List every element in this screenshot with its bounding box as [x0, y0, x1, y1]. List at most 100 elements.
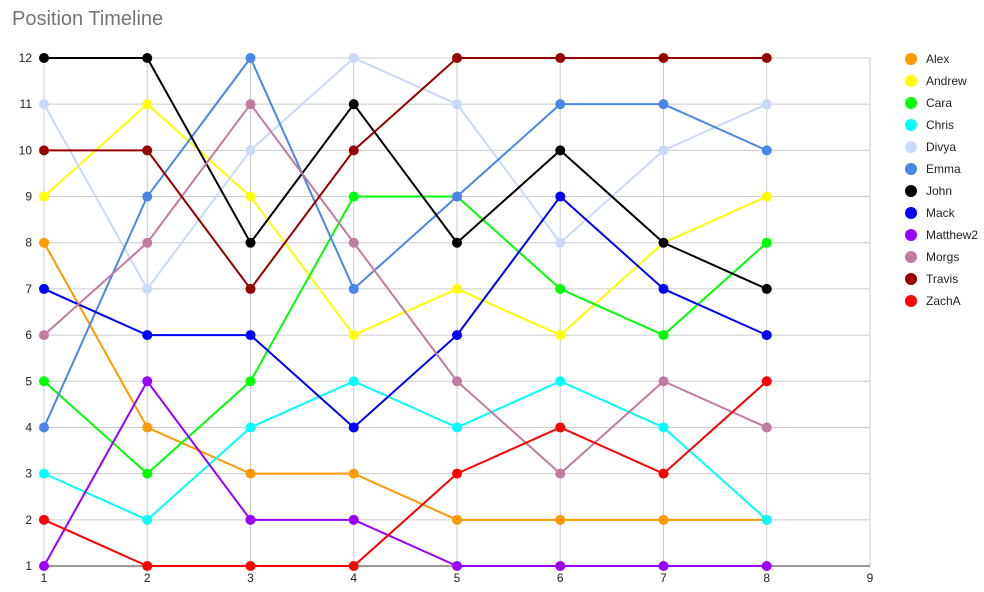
data-point-matthew2 — [348, 514, 359, 525]
data-point-mack — [142, 330, 153, 341]
data-point-travis — [452, 53, 462, 63]
x-tick-label: 9 — [867, 571, 874, 585]
series-line-divya — [43, 57, 768, 290]
series-line-john — [44, 57, 768, 290]
x-tick-label: 5 — [454, 571, 461, 585]
series-line-alex — [43, 242, 767, 521]
legend-marker-cara[interactable] — [905, 97, 917, 109]
data-point-chris — [452, 422, 462, 433]
data-point-mack — [761, 330, 772, 341]
series-line-travis — [44, 57, 767, 290]
data-point-divya — [452, 99, 462, 110]
legend-label-travis[interactable]: Travis — [926, 272, 958, 286]
data-point-matthew2 — [245, 514, 256, 525]
legend-label-chris[interactable]: Chris — [926, 118, 954, 132]
legend-marker-emma[interactable] — [905, 163, 917, 175]
series-line-zacha — [43, 380, 768, 567]
legend-marker-matthew2[interactable] — [905, 229, 917, 241]
legend-marker-travis[interactable] — [905, 273, 917, 285]
data-point-matthew2 — [39, 561, 49, 571]
data-point-divya — [245, 145, 256, 156]
data-point-travis — [658, 53, 669, 63]
data-point-travis — [39, 145, 49, 156]
x-tick-label: 7 — [660, 571, 667, 585]
data-point-john — [142, 53, 153, 63]
data-point-emma — [245, 53, 256, 63]
data-point-morgs — [348, 237, 359, 248]
data-point-chris — [555, 376, 566, 387]
legend-marker-chris[interactable] — [905, 119, 917, 131]
data-point-matthew2 — [658, 561, 669, 571]
data-point-mack — [348, 422, 359, 433]
x-tick-label: 2 — [144, 571, 151, 585]
data-point-andrew — [452, 283, 462, 294]
legend-label-alex[interactable]: Alex — [926, 52, 949, 66]
data-point-zacha — [142, 561, 153, 571]
data-point-morgs — [245, 99, 256, 110]
legend-marker-mack[interactable] — [905, 207, 917, 219]
data-point-andrew — [39, 191, 49, 202]
data-point-zacha — [452, 468, 462, 479]
data-point-divya — [142, 283, 153, 294]
legend-label-andrew[interactable]: Andrew — [926, 74, 967, 88]
data-point-andrew — [245, 191, 256, 202]
data-point-cara — [658, 330, 669, 341]
data-point-divya — [348, 53, 359, 63]
legend-marker-divya[interactable] — [905, 141, 917, 153]
data-point-matthew2 — [761, 561, 772, 571]
data-point-alex — [452, 514, 462, 525]
legend-label-matthew2[interactable]: Matthew2 — [926, 228, 978, 242]
series-line-morgs — [43, 103, 768, 475]
data-point-chris — [245, 422, 256, 433]
y-tick-label: 3 — [25, 467, 32, 481]
data-point-zacha — [348, 561, 359, 571]
data-point-zacha — [761, 376, 772, 387]
data-point-chris — [658, 422, 669, 433]
data-point-cara — [245, 376, 256, 387]
data-point-cara — [39, 376, 49, 387]
x-tick-label: 6 — [557, 571, 564, 585]
series-line-chris — [43, 380, 768, 521]
legend-marker-zacha[interactable] — [905, 295, 917, 307]
data-point-emma — [452, 191, 462, 202]
legend-marker-alex[interactable] — [905, 53, 917, 65]
data-point-emma — [348, 283, 359, 294]
legend-label-divya[interactable]: Divya — [926, 140, 956, 154]
legend-label-john[interactable]: John — [926, 184, 952, 198]
legend-label-cara[interactable]: Cara — [926, 96, 952, 110]
data-point-zacha — [658, 468, 669, 479]
data-point-john — [39, 53, 49, 63]
data-point-emma — [555, 99, 566, 110]
data-point-morgs — [761, 422, 772, 433]
legend-marker-john[interactable] — [905, 185, 917, 197]
data-point-matthew2 — [452, 561, 462, 571]
y-tick-label: 9 — [25, 190, 32, 204]
data-point-andrew — [348, 330, 359, 341]
data-point-john — [348, 99, 359, 110]
data-point-emma — [658, 99, 669, 110]
legend-label-mack[interactable]: Mack — [926, 206, 956, 220]
data-point-travis — [245, 283, 256, 294]
data-point-matthew2 — [142, 376, 153, 387]
y-tick-label: 2 — [25, 513, 32, 527]
x-tick-label: 3 — [247, 571, 254, 585]
data-point-travis — [142, 145, 153, 156]
x-tick-label: 8 — [763, 571, 770, 585]
data-point-morgs — [39, 330, 49, 341]
data-point-alex — [245, 468, 256, 479]
data-point-john — [452, 237, 462, 248]
data-point-cara — [142, 468, 153, 479]
legend-marker-andrew[interactable] — [905, 75, 917, 87]
legend-label-morgs[interactable]: Morgs — [926, 250, 959, 264]
legend-label-emma[interactable]: Emma — [926, 162, 961, 176]
data-point-john — [761, 283, 772, 294]
data-point-chris — [348, 376, 359, 387]
legend-label-zacha[interactable]: ZachA — [926, 294, 961, 308]
legend-marker-morgs[interactable] — [905, 251, 917, 263]
data-point-chris — [761, 514, 772, 525]
data-point-mack — [658, 283, 669, 294]
data-point-john — [658, 237, 669, 248]
chart-title: Position Timeline — [12, 8, 164, 30]
data-point-morgs — [658, 376, 669, 387]
y-tick-label: 7 — [25, 282, 32, 296]
